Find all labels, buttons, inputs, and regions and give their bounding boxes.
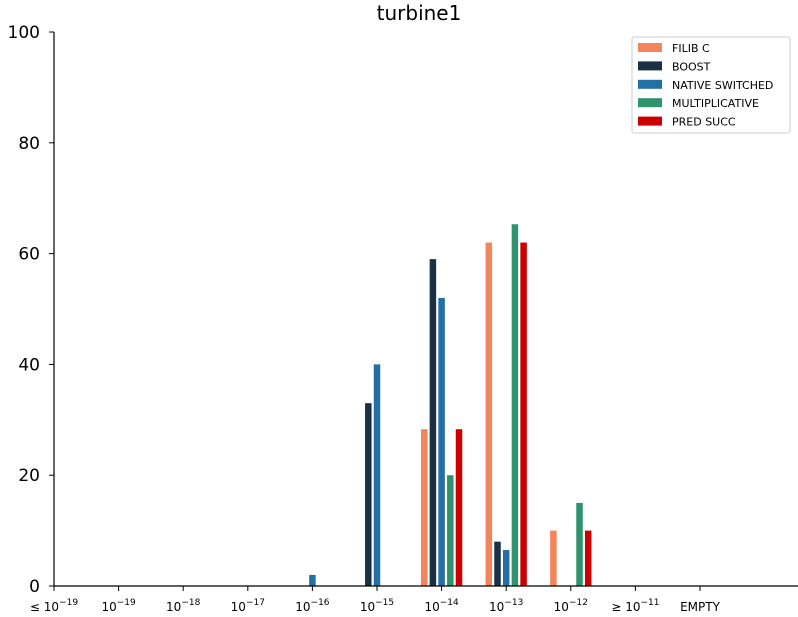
bar-multiplicative-8 (576, 502, 583, 586)
bar-boost-7 (494, 541, 501, 586)
legend-label: FILIB C (672, 42, 710, 55)
x-tick-label: 10−19 (101, 598, 136, 614)
legend-label: MULTIPLICATIVE (672, 97, 759, 110)
bar-native-switched-7 (502, 549, 510, 586)
x-tick-label: EMPTY (680, 600, 721, 614)
bar-pred-succ-7 (520, 242, 527, 586)
x-tick-label: 10−17 (231, 598, 265, 614)
bar-multiplicative-7 (511, 224, 519, 587)
x-tick-label: 10−12 (554, 598, 588, 614)
legend-label: BOOST (672, 60, 711, 73)
y-tick-label: 20 (18, 466, 40, 486)
bar-pred-succ-8 (584, 530, 592, 586)
x-tick-label: ≥ 10−11 (611, 598, 659, 614)
legend-box (631, 36, 791, 134)
y-tick-label: 60 (18, 245, 40, 265)
bar-filib-c-6 (420, 429, 428, 586)
legend-swatch (638, 79, 662, 89)
bar-boost-6 (429, 259, 437, 586)
legend-swatch (638, 98, 662, 108)
y-tick-label: 40 (18, 355, 40, 375)
bar-boost-5 (365, 403, 372, 586)
bars-group (309, 224, 592, 587)
bar-multiplicative-6 (447, 475, 454, 586)
bar-filib-c-8 (550, 530, 557, 586)
legend-label: NATIVE SWITCHED (672, 79, 773, 92)
chart-title: turbine1 (377, 1, 462, 25)
legend-swatch (638, 61, 662, 71)
legend-label: PRED SUCC (672, 116, 736, 129)
legend-swatch (638, 116, 662, 126)
x-tick-label: 10−13 (489, 598, 523, 614)
y-tick-label: 0 (29, 577, 40, 597)
bar-pred-succ-6 (455, 429, 463, 586)
bar-native-switched-4 (309, 574, 316, 586)
x-tick-label: 10−14 (424, 598, 459, 614)
x-tick-label: 10−16 (295, 598, 330, 614)
bar-filib-c-7 (485, 242, 493, 586)
y-tick-label: 80 (18, 134, 40, 154)
y-axis-ticks: 0 20 40 60 80 100 (8, 23, 54, 597)
legend: FILIB C BOOST NATIVE SWITCHED MULTIPLICATIV… (631, 36, 791, 134)
legend-swatch (638, 43, 662, 52)
bar-native-switched-5 (373, 364, 381, 586)
y-tick-label: 100 (8, 23, 40, 43)
x-axis-ticks: ≤ 10−19 10−19 10−18 10−17 10−16 10−15 10−14 10−… (30, 586, 721, 614)
x-tick-label: 10−18 (166, 598, 201, 614)
x-tick-label: ≤ 10−19 (30, 598, 78, 614)
bar-native-switched-6 (438, 297, 445, 586)
x-tick-label: 10−15 (360, 598, 394, 614)
